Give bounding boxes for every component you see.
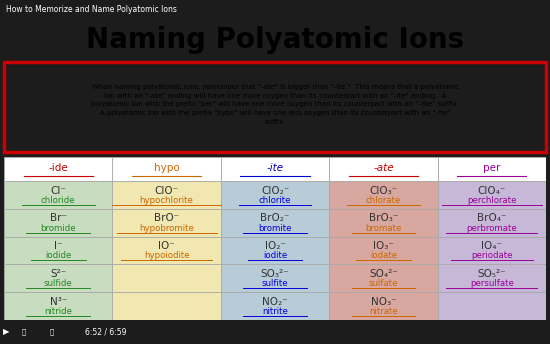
Bar	[4, 181, 112, 209]
Text: 6:52 / 6:59: 6:52 / 6:59	[85, 327, 126, 336]
Bar	[221, 237, 329, 264]
Text: BrO₂⁻: BrO₂⁻	[260, 213, 290, 223]
Text: ▶: ▶	[3, 327, 9, 336]
Text: chlorite: chlorite	[258, 196, 292, 205]
Bar	[438, 157, 546, 181]
Text: periodate: periodate	[471, 251, 513, 260]
Text: bromite: bromite	[258, 224, 292, 233]
Text: IO₂⁻: IO₂⁻	[265, 241, 285, 251]
Bar	[438, 264, 546, 292]
Text: chloride: chloride	[41, 196, 75, 205]
Bar	[329, 181, 438, 209]
Bar	[438, 292, 546, 320]
Text: hypobromite: hypobromite	[139, 224, 194, 233]
Text: Naming Polyatomic Ions: Naming Polyatomic Ions	[86, 26, 464, 54]
Text: nitrite: nitrite	[262, 307, 288, 316]
Text: NO₃⁻: NO₃⁻	[371, 297, 396, 307]
Text: How to Memorize and Name Polyatomic Ions: How to Memorize and Name Polyatomic Ions	[6, 4, 177, 13]
Text: -ite: -ite	[266, 163, 284, 173]
Text: Br⁻: Br⁻	[50, 213, 67, 223]
Text: -ide: -ide	[48, 163, 68, 173]
Bar	[4, 209, 112, 237]
Bar	[221, 181, 329, 209]
Text: SO₅²⁻: SO₅²⁻	[477, 269, 506, 279]
Text: chlorate: chlorate	[366, 196, 401, 205]
Bar	[329, 264, 438, 292]
Text: perbromate: perbromate	[466, 224, 517, 233]
Text: IO₃⁻: IO₃⁻	[373, 241, 394, 251]
Bar	[4, 157, 112, 181]
Text: 🔊: 🔊	[50, 329, 54, 335]
Text: bromate: bromate	[365, 224, 402, 233]
Bar	[221, 264, 329, 292]
Text: BrO₄⁻: BrO₄⁻	[477, 213, 507, 223]
Bar	[438, 181, 546, 209]
Bar	[221, 292, 329, 320]
Text: nitrate: nitrate	[369, 307, 398, 316]
Text: ClO⁻: ClO⁻	[155, 185, 179, 196]
Text: hypochlorite: hypochlorite	[140, 196, 194, 205]
Text: nitride: nitride	[44, 307, 72, 316]
Text: iodide: iodide	[45, 251, 72, 260]
Text: ClO₂⁻: ClO₂⁻	[261, 185, 289, 196]
Bar	[112, 181, 221, 209]
Text: N³⁻: N³⁻	[50, 297, 67, 307]
Bar	[221, 157, 329, 181]
Text: SO₃²⁻: SO₃²⁻	[261, 269, 289, 279]
Text: persulfate: persulfate	[470, 279, 514, 288]
Text: I⁻: I⁻	[54, 241, 63, 251]
Text: NO₂⁻: NO₂⁻	[262, 297, 288, 307]
Text: ClO₃⁻: ClO₃⁻	[369, 185, 398, 196]
Bar	[329, 157, 438, 181]
Text: SO₄²⁻: SO₄²⁻	[369, 269, 398, 279]
Bar	[112, 237, 221, 264]
Text: perchlorate: perchlorate	[467, 196, 516, 205]
Text: per: per	[483, 163, 500, 173]
Text: hypoiodite: hypoiodite	[144, 251, 189, 260]
Bar	[438, 237, 546, 264]
Text: ⏭: ⏭	[22, 329, 26, 335]
Text: sulfite: sulfite	[262, 279, 288, 288]
Text: sulfide: sulfide	[44, 279, 73, 288]
Bar	[329, 292, 438, 320]
Text: iodite: iodite	[263, 251, 287, 260]
Text: bromide: bromide	[40, 224, 76, 233]
Text: ClO₄⁻: ClO₄⁻	[477, 185, 506, 196]
Text: IO₄⁻: IO₄⁻	[481, 241, 502, 251]
Text: When naming polyatomic ions, remember that "-ate" is bigger than "-ite."  This m: When naming polyatomic ions, remember th…	[91, 84, 459, 125]
Bar	[329, 237, 438, 264]
Bar	[4, 264, 112, 292]
Bar	[438, 209, 546, 237]
Text: hypo: hypo	[154, 163, 179, 173]
Bar	[112, 292, 221, 320]
Bar	[112, 209, 221, 237]
Bar	[4, 292, 112, 320]
Text: sulfate: sulfate	[368, 279, 398, 288]
Text: iodate: iodate	[370, 251, 397, 260]
Text: IO⁻: IO⁻	[158, 241, 175, 251]
Bar	[4, 237, 112, 264]
Bar	[221, 209, 329, 237]
Text: BrO⁻: BrO⁻	[154, 213, 179, 223]
Text: -ate: -ate	[373, 163, 394, 173]
Bar	[329, 209, 438, 237]
Text: S²⁻: S²⁻	[50, 269, 67, 279]
Text: Cl⁻: Cl⁻	[50, 185, 66, 196]
Bar	[112, 157, 221, 181]
Bar	[112, 264, 221, 292]
Text: BrO₃⁻: BrO₃⁻	[368, 213, 398, 223]
